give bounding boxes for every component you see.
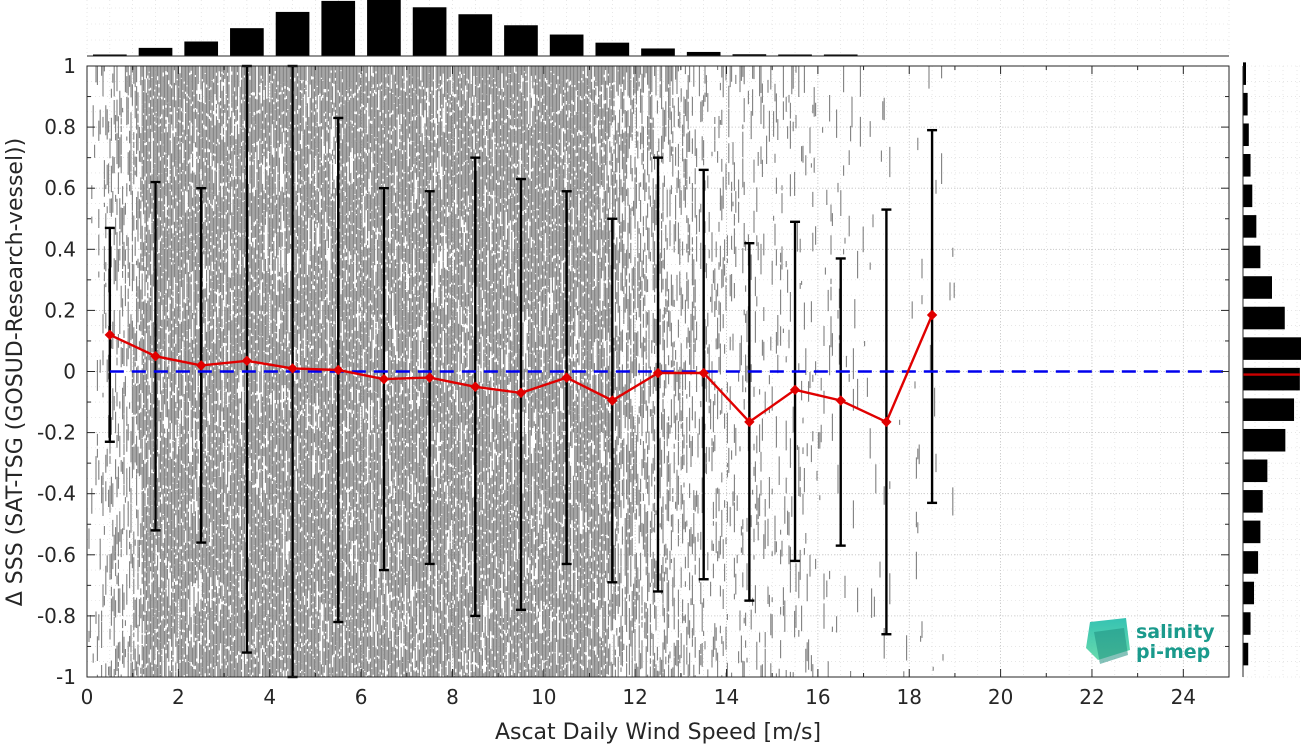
- top-histogram-bar: [504, 25, 538, 56]
- mean-marker: [515, 387, 527, 399]
- mean-marker: [881, 416, 892, 428]
- y-tick-label: -0.4: [37, 482, 76, 506]
- mean-marker: [789, 384, 801, 396]
- x-axis: 0 2 4 6 8 10 12 14 16 18 20 22 24: [81, 66, 1230, 709]
- y-tick-label: -0.6: [37, 543, 76, 567]
- right-histogram-bar: [1243, 551, 1259, 574]
- top-histogram-bar: [184, 41, 219, 56]
- right-histogram-bar: [1243, 398, 1295, 421]
- right-histogram-bar: [1243, 337, 1301, 360]
- y-axis-label: Δ SSS (SAT-TSG (GOSUD-Research-vessel)): [3, 138, 28, 606]
- right-histogram: [1243, 62, 1301, 666]
- top-histogram-bar: [458, 14, 493, 57]
- top-histogram-grid: [86, 0, 1230, 56]
- y-tick-label: 0.8: [44, 115, 76, 139]
- mean-marker: [835, 395, 846, 406]
- mean-marker: [150, 351, 161, 362]
- x-tick-label: 6: [355, 685, 368, 709]
- salinity-pi-mep-logo: salinity pi-mep: [1086, 618, 1215, 664]
- right-histogram-bar: [1243, 520, 1261, 544]
- top-histogram-bar: [321, 0, 356, 56]
- mean-marker: [424, 372, 435, 383]
- x-tick-label: 16: [805, 685, 830, 709]
- x-tick-label: 14: [714, 685, 739, 709]
- x-axis-label: Ascat Daily Wind Speed [m/s]: [495, 720, 821, 745]
- y-tick-label: 1: [63, 54, 76, 78]
- x-tick-label: 4: [263, 685, 276, 709]
- mean-marker: [470, 381, 481, 392]
- top-histogram-bar: [778, 54, 812, 56]
- x-tick-label: 20: [988, 685, 1013, 709]
- top-histogram-bar: [230, 28, 264, 56]
- top-histogram-bar: [275, 11, 310, 57]
- x-tick-label: 24: [1171, 685, 1196, 709]
- top-histogram-bar: [138, 47, 173, 56]
- y-tick-label: -1: [56, 665, 76, 689]
- x-tick-label: 12: [622, 685, 647, 709]
- right-histogram-bar: [1243, 123, 1249, 147]
- top-histogram-bar: [549, 34, 584, 56]
- right-histogram-bar: [1243, 642, 1249, 666]
- x-tick-label: 10: [531, 685, 556, 709]
- mean-marker: [698, 367, 709, 379]
- right-histogram-bar: [1243, 62, 1246, 85]
- logo-text-salinity: salinity: [1136, 621, 1215, 643]
- y-tick-label: 0.6: [44, 176, 76, 200]
- x-tick-label: 22: [1079, 685, 1104, 709]
- right-histogram-bar: [1243, 215, 1257, 238]
- mean-marker: [561, 372, 572, 383]
- mean-marker: [241, 355, 253, 367]
- right-histogram-bar: [1243, 612, 1251, 635]
- y-axis: -1 -0.8 -0.6 -0.4 -0.2 0 0.2 0.4 0.6 0.8 1: [37, 54, 1229, 689]
- mean-marker: [333, 364, 344, 376]
- mean-marker: [378, 373, 390, 385]
- right-histogram-bar: [1243, 184, 1253, 208]
- mean-marker: [607, 395, 618, 406]
- right-histogram-bar: [1243, 428, 1286, 452]
- right-histogram-bar: [1243, 276, 1272, 299]
- x-tick-label: 2: [172, 685, 185, 709]
- mean-marker: [652, 367, 664, 379]
- top-histogram-bar: [595, 42, 630, 56]
- right-histogram-bar: [1243, 367, 1300, 391]
- logo-text-pi-mep: pi-mep: [1136, 641, 1210, 663]
- mean-marker: [926, 309, 938, 321]
- top-histogram-bar: [732, 54, 767, 56]
- mean-marker: [744, 416, 755, 428]
- y-tick-label: 0.2: [44, 298, 76, 322]
- top-histogram-bar: [412, 7, 447, 57]
- top-histogram-bar: [367, 0, 401, 56]
- mean-marker: [104, 329, 116, 341]
- x-tick-label: 0: [81, 685, 94, 709]
- x-tick-label: 8: [446, 685, 459, 709]
- right-histogram-bar: [1243, 154, 1251, 177]
- logo-mark-shade: [1094, 628, 1128, 664]
- mean-marker: [287, 363, 298, 374]
- x-tick-label: 18: [897, 685, 922, 709]
- right-histogram-bar: [1243, 245, 1261, 269]
- right-histogram-bar: [1243, 459, 1268, 483]
- y-tick-label: -0.2: [37, 421, 76, 445]
- right-histogram-bar: [1243, 490, 1263, 513]
- y-tick-label: -0.8: [37, 604, 76, 628]
- top-histogram-bar: [686, 51, 721, 56]
- mean-marker: [195, 360, 207, 371]
- right-histogram-bar: [1243, 92, 1248, 116]
- top-histogram-bar: [823, 54, 858, 56]
- y-tick-label: 0.4: [44, 237, 76, 261]
- right-histogram-bar: [1243, 581, 1255, 605]
- top-histogram-bar: [93, 54, 127, 56]
- right-histogram-bar: [1243, 306, 1285, 330]
- top-histogram-bar: [641, 48, 675, 56]
- y-tick-label: 0: [63, 360, 76, 384]
- top-histogram: [93, 0, 858, 57]
- mean-series: [104, 309, 938, 428]
